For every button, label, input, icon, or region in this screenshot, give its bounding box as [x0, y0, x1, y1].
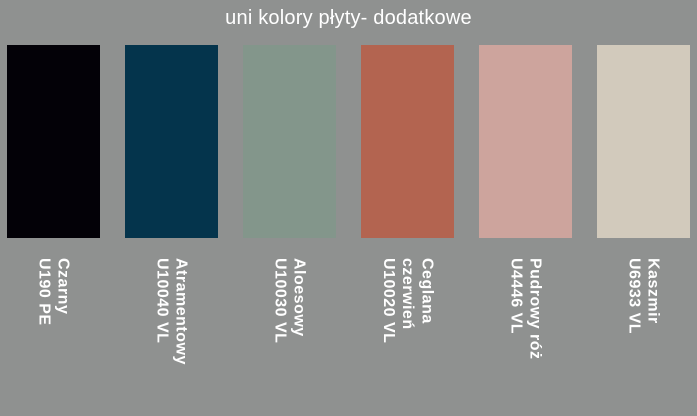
- color-swatch-ceglana-czerwien: [361, 45, 454, 238]
- swatch-column-ceglana-czerwien: Ceglana czerwień U10020 VL: [361, 45, 454, 365]
- swatch-name: czerwień: [399, 258, 417, 330]
- swatch-name: Ceglana: [418, 258, 436, 324]
- palette-page: { "page": { "title": "uni kolory płyty- …: [0, 7, 697, 416]
- swatch-label-atramentowy: Atramentowy U10040 VL: [152, 258, 190, 365]
- swatch-column-aloesowy: Aloesowy U10030 VL: [243, 45, 336, 365]
- swatch-code: U10040 VL: [153, 258, 171, 344]
- swatch-label-czarny: Czarny U190 PE: [34, 258, 72, 326]
- swatch-column-pudrowy-roz: Pudrowy róż U4446 VL: [479, 45, 572, 365]
- swatch-label-kaszmir: Kaszmir U6933 VL: [624, 258, 662, 334]
- swatch-code: U190 PE: [35, 258, 53, 326]
- swatch-label-pudrowy-roz: Pudrowy róż U4446 VL: [506, 258, 544, 360]
- swatch-code: U6933 VL: [625, 258, 643, 335]
- swatch-column-atramentowy: Atramentowy U10040 VL: [125, 45, 218, 365]
- swatch-code: U10030 VL: [271, 258, 289, 344]
- swatch-label-aloesowy: Aloesowy U10030 VL: [270, 258, 308, 343]
- swatch-name: Pudrowy róż: [526, 258, 544, 360]
- swatch-code: U4446 VL: [507, 258, 525, 335]
- color-swatch-pudrowy-roz: [479, 45, 572, 238]
- swatch-code: U10020 VL: [379, 258, 397, 344]
- swatch-column-kaszmir: Kaszmir U6933 VL: [597, 45, 690, 365]
- swatch-row: Czarny U190 PE Atramentowy U10040 VL Alo…: [0, 45, 697, 365]
- color-swatch-kaszmir: [597, 45, 690, 238]
- color-swatch-czarny: [7, 45, 100, 238]
- swatch-label-ceglana-czerwien: Ceglana czerwień U10020 VL: [379, 258, 437, 343]
- swatch-name: Atramentowy: [172, 258, 190, 365]
- swatch-name: Czarny: [54, 258, 72, 315]
- page-title: uni kolory płyty- dodatkowe: [225, 7, 472, 29]
- swatch-name: Kaszmir: [644, 258, 662, 324]
- color-swatch-atramentowy: [125, 45, 218, 238]
- swatch-column-czarny: Czarny U190 PE: [7, 45, 100, 365]
- color-swatch-aloesowy: [243, 45, 336, 238]
- swatch-name: Aloesowy: [290, 258, 308, 337]
